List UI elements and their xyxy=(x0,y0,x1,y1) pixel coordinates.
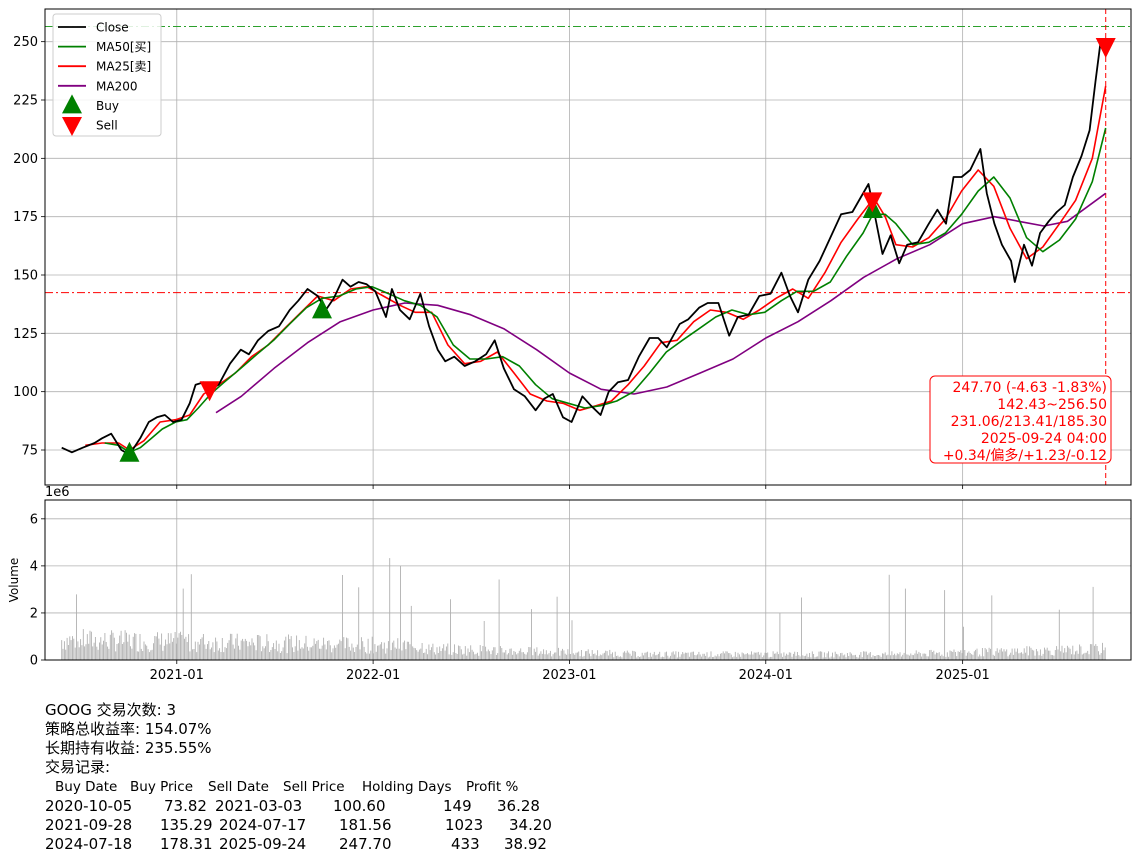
last-price-annotation-line: 247.70 (-4.63 -1.83%) xyxy=(952,380,1107,396)
legend-label: Close xyxy=(96,21,129,35)
sell-marker xyxy=(862,192,883,213)
y-tick-label: 100 xyxy=(13,385,38,400)
cell-buy-price: 135.29 xyxy=(160,816,213,834)
cell-sell-date: 2025-09-24 xyxy=(219,835,307,853)
x-tick-label: 2025-01 xyxy=(935,668,989,683)
series-line-ma200 xyxy=(215,192,1107,414)
x-tick-label: 2024-01 xyxy=(739,668,793,683)
strategy-summary: GOOG 交易次数: 3 策略总收益率: 154.07% 长期持有收益: 235… xyxy=(45,701,212,777)
legend-label: MA25[卖] xyxy=(96,60,151,74)
header-holding-days: Holding Days xyxy=(362,779,452,795)
buy-hold-return-label: 长期持有收益: 235.55% xyxy=(45,739,212,757)
cell-holding-days: 149 xyxy=(443,797,472,815)
legend-label: Sell xyxy=(96,119,118,133)
volume-scale-label: 1e6 xyxy=(45,485,70,500)
volume-y-tick-label: 0 xyxy=(30,654,38,669)
cell-sell-date: 2021-03-03 xyxy=(215,797,303,815)
x-tick-label: 2021-01 xyxy=(150,668,204,683)
header-sell-price: Sell Price xyxy=(283,779,345,795)
series-line-close xyxy=(61,38,1107,456)
trade-records-title: 交易记录: xyxy=(45,758,111,776)
cell-profit: 38.92 xyxy=(504,835,547,853)
header-buy-price: Buy Price xyxy=(130,779,194,795)
last-price-annotation-line: 142.43~256.50 xyxy=(997,397,1107,413)
volume-plot-frame xyxy=(44,499,1132,661)
cell-buy-price: 73.82 xyxy=(164,797,207,815)
sell-marker xyxy=(199,381,220,402)
volume-y-tick-label: 6 xyxy=(30,512,38,527)
trade-count-label: GOOG 交易次数: 3 xyxy=(45,701,176,719)
last-price-annotation-line: 2025-09-24 04:00 xyxy=(981,431,1107,447)
legend-label: MA200 xyxy=(96,79,137,93)
y-tick-label: 175 xyxy=(13,210,38,225)
volume-axis-label: Volume xyxy=(7,558,21,603)
cell-buy-date: 2024-07-18 xyxy=(45,835,133,853)
cell-sell-price: 100.60 xyxy=(333,797,386,815)
cell-buy-date: 2021-09-28 xyxy=(45,816,133,834)
cell-holding-days: 433 xyxy=(451,835,480,853)
x-tick-label: 2022-01 xyxy=(346,668,400,683)
cell-buy-date: 2020-10-05 xyxy=(45,797,133,815)
buy-marker xyxy=(119,441,140,462)
legend-box xyxy=(52,13,162,137)
x-tick-label: 2023-01 xyxy=(542,668,596,683)
volume-panel: 0 2 4 6 2021-01 2022-01 2023-01 2024-01 2025-01 1… xyxy=(7,485,1132,683)
y-tick-label: 125 xyxy=(13,327,38,342)
volume-y-tick-label: 4 xyxy=(30,559,38,574)
strategy-return-label: 策略总收益率: 154.07% xyxy=(45,720,212,738)
header-buy-date: Buy Date xyxy=(55,779,118,795)
volume-y-tick-label: 2 xyxy=(30,606,38,621)
last-price-annotation-box xyxy=(929,375,1112,464)
legend-label: MA50[买] xyxy=(96,40,151,54)
y-tick-label: 150 xyxy=(13,269,38,284)
last-price-annotation-line: +0.34/偏多/+1.23/-0.12 xyxy=(943,447,1107,464)
legend-swatch-sell xyxy=(62,117,82,136)
y-tick-label: 75 xyxy=(21,444,38,459)
y-tick-label: 225 xyxy=(13,94,38,109)
price-panel: 75 100 125 150 175 200 225 250 247.70 (-4.63 -1.… xyxy=(13,8,1132,489)
header-sell-date: Sell Date xyxy=(208,779,269,795)
price-plot-frame xyxy=(44,8,1132,486)
cell-sell-date: 2024-07-17 xyxy=(219,816,307,834)
y-tick-label: 200 xyxy=(13,152,38,167)
legend-label: Buy xyxy=(96,99,119,113)
stock-chart: 75 100 125 150 175 200 225 250 247.70 (-4.63 -1.… xyxy=(7,8,1132,683)
cell-profit: 36.28 xyxy=(497,797,540,815)
cell-sell-price: 181.56 xyxy=(339,816,392,834)
header-profit: Profit % xyxy=(466,779,519,795)
cell-profit: 34.20 xyxy=(509,816,552,834)
cell-buy-price: 178.31 xyxy=(160,835,213,853)
last-price-annotation-line: 231.06/213.41/185.30 xyxy=(951,414,1107,430)
legend-swatch-buy xyxy=(62,94,82,114)
volume-plot-area xyxy=(45,500,1131,660)
y-tick-label: 250 xyxy=(13,35,38,50)
buy-marker xyxy=(312,298,333,319)
sell-marker xyxy=(1095,38,1116,59)
cell-sell-price: 247.70 xyxy=(339,835,392,853)
cell-holding-days: 1023 xyxy=(445,816,484,834)
